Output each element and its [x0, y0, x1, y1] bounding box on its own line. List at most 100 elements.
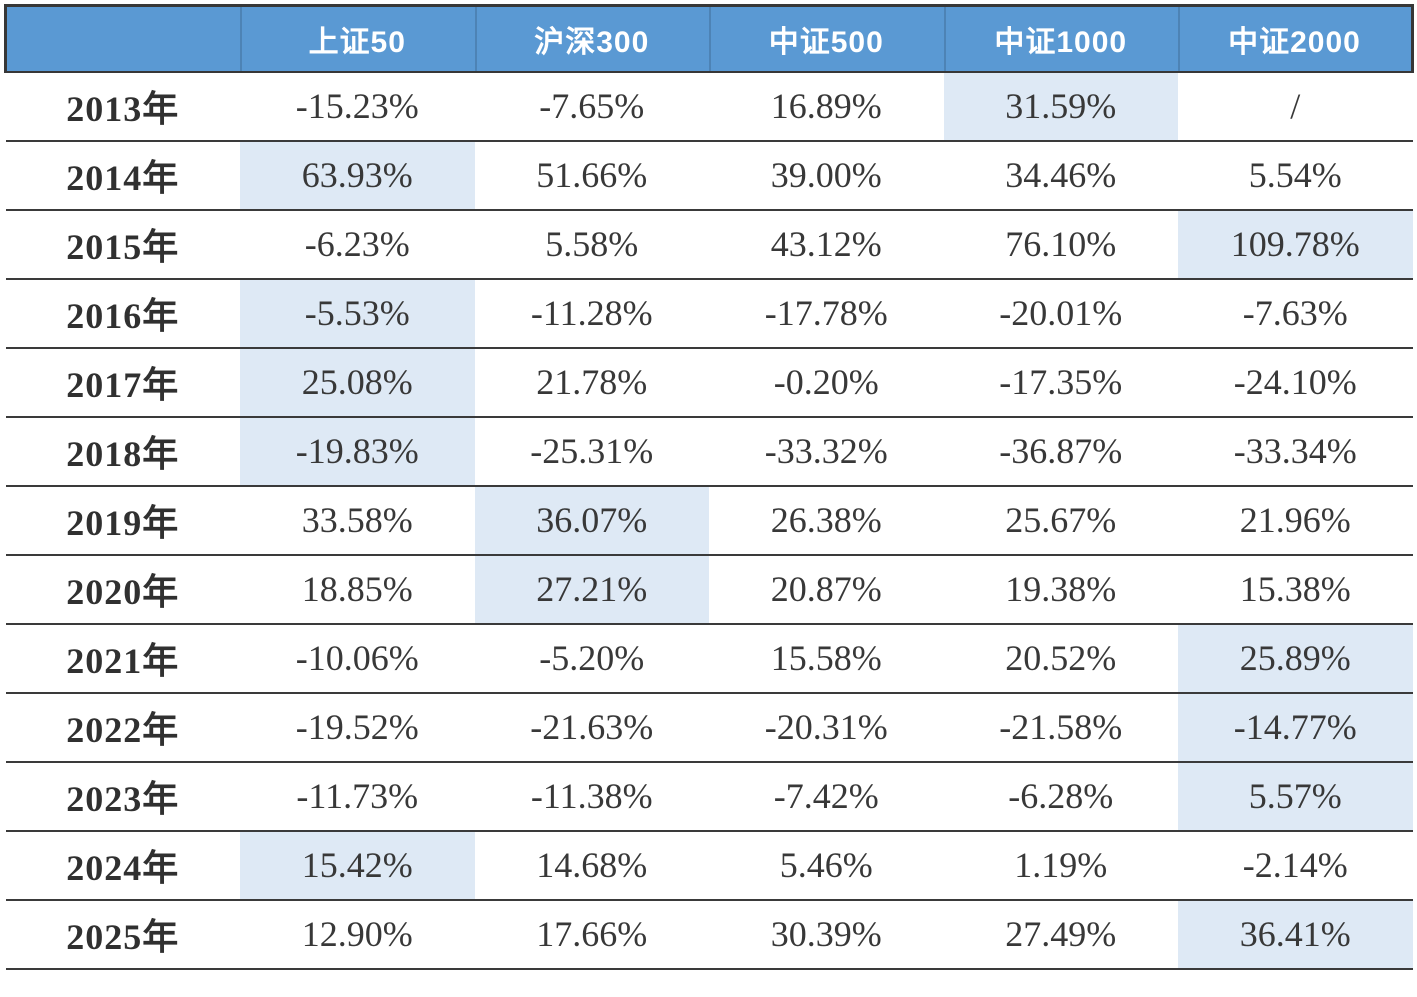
value-cell: -33.34%: [1178, 416, 1413, 487]
value-cell: 25.67%: [943, 485, 1178, 556]
value-cell: 43.12%: [709, 209, 944, 280]
value-cell: /: [1178, 71, 1413, 142]
value-cell: -2.14%: [1178, 830, 1413, 901]
value-cell: 36.07%: [474, 485, 709, 556]
value-cell: 34.46%: [943, 140, 1178, 211]
value-cell: -0.20%: [709, 347, 944, 418]
value-cell: -15.23%: [240, 71, 475, 142]
value-cell: 63.93%: [240, 140, 475, 211]
header-cell-3: 中证1000: [943, 4, 1178, 73]
table-row-2021: 2021年 -10.06% -5.20% 15.58% 20.52% 25.89%: [5, 623, 1413, 694]
header-cell-0: 上证50: [240, 4, 475, 73]
value-cell: 5.46%: [709, 830, 944, 901]
table-row-2025: 2025年 12.90% 17.66% 30.39% 27.49% 36.41%: [5, 899, 1413, 970]
value-cell: -33.32%: [709, 416, 944, 487]
header-row: 上证50 沪深300 中证500 中证1000 中证2000: [4, 4, 1414, 73]
value-cell: -10.06%: [240, 623, 475, 694]
value-cell: -11.28%: [474, 278, 709, 349]
year-cell: 2025年: [5, 899, 240, 970]
value-cell: -17.78%: [709, 278, 944, 349]
corner-cell: [4, 4, 240, 73]
value-cell: 33.58%: [240, 485, 475, 556]
table-header: 上证50 沪深300 中证500 中证1000 中证2000: [4, 4, 1414, 73]
value-cell: -7.63%: [1178, 278, 1413, 349]
value-cell: 21.78%: [474, 347, 709, 418]
value-cell: -25.31%: [474, 416, 709, 487]
value-cell: 5.58%: [474, 209, 709, 280]
value-cell: 36.41%: [1178, 899, 1413, 970]
year-cell: 2016年: [5, 278, 240, 349]
value-cell: 26.38%: [709, 485, 944, 556]
value-cell: 18.85%: [240, 554, 475, 625]
value-cell: 27.21%: [474, 554, 709, 625]
value-cell: -11.73%: [240, 761, 475, 832]
index-annual-returns-table-wrap: 上证50 沪深300 中证500 中证1000 中证2000 2013年 -15.23% -…: [4, 4, 1414, 970]
year-cell: 2023年: [5, 761, 240, 832]
value-cell: -6.23%: [240, 209, 475, 280]
value-cell: -7.65%: [474, 71, 709, 142]
year-cell: 2020年: [5, 554, 240, 625]
year-cell: 2018年: [5, 416, 240, 487]
header-cell-1: 沪深300: [474, 4, 709, 73]
value-cell: -6.28%: [943, 761, 1178, 832]
value-cell: 17.66%: [474, 899, 709, 970]
value-cell: -20.31%: [709, 692, 944, 763]
value-cell: 5.57%: [1178, 761, 1413, 832]
header-cell-4: 中证2000: [1178, 4, 1414, 73]
value-cell: -21.58%: [943, 692, 1178, 763]
table-row-2017: 2017年 25.08% 21.78% -0.20% -17.35% -24.10%: [5, 347, 1413, 418]
value-cell: 20.52%: [943, 623, 1178, 694]
value-cell: -20.01%: [943, 278, 1178, 349]
value-cell: 15.38%: [1178, 554, 1413, 625]
value-cell: 20.87%: [709, 554, 944, 625]
year-cell: 2017年: [5, 347, 240, 418]
value-cell: 25.89%: [1178, 623, 1413, 694]
value-cell: 16.89%: [709, 71, 944, 142]
table-row-2023: 2023年 -11.73% -11.38% -7.42% -6.28% 5.57%: [5, 761, 1413, 832]
index-annual-returns-table: 上证50 沪深300 中证500 中证1000 中证2000 2013年 -15.23% -…: [4, 4, 1414, 970]
value-cell: -5.20%: [474, 623, 709, 694]
value-cell: -11.38%: [474, 761, 709, 832]
value-cell: 15.42%: [240, 830, 475, 901]
value-cell: -17.35%: [943, 347, 1178, 418]
year-cell: 2024年: [5, 830, 240, 901]
table-row-2016: 2016年 -5.53% -11.28% -17.78% -20.01% -7.63%: [5, 278, 1413, 349]
value-cell: 25.08%: [240, 347, 475, 418]
table-row-2014: 2014年 63.93% 51.66% 39.00% 34.46% 5.54%: [5, 140, 1413, 211]
value-cell: 39.00%: [709, 140, 944, 211]
value-cell: -19.83%: [240, 416, 475, 487]
value-cell: 31.59%: [943, 71, 1178, 142]
year-cell: 2021年: [5, 623, 240, 694]
value-cell: 30.39%: [709, 899, 944, 970]
value-cell: -21.63%: [474, 692, 709, 763]
table-row-2022: 2022年 -19.52% -21.63% -20.31% -21.58% -14.77%: [5, 692, 1413, 763]
value-cell: 19.38%: [943, 554, 1178, 625]
table-row-2013: 2013年 -15.23% -7.65% 16.89% 31.59% /: [5, 71, 1413, 142]
table-row-2018: 2018年 -19.83% -25.31% -33.32% -36.87% -33.34%: [5, 416, 1413, 487]
table-row-2024: 2024年 15.42% 14.68% 5.46% 1.19% -2.14%: [5, 830, 1413, 901]
value-cell: 12.90%: [240, 899, 475, 970]
value-cell: -14.77%: [1178, 692, 1413, 763]
year-cell: 2015年: [5, 209, 240, 280]
value-cell: 21.96%: [1178, 485, 1413, 556]
value-cell: 5.54%: [1178, 140, 1413, 211]
value-cell: 109.78%: [1178, 209, 1413, 280]
table-row-2019: 2019年 33.58% 36.07% 26.38% 25.67% 21.96%: [5, 485, 1413, 556]
year-cell: 2019年: [5, 485, 240, 556]
table-body: 2013年 -15.23% -7.65% 16.89% 31.59%/2014年 63.9…: [5, 71, 1413, 970]
value-cell: 1.19%: [943, 830, 1178, 901]
value-cell: -24.10%: [1178, 347, 1413, 418]
value-cell: -5.53%: [240, 278, 475, 349]
value-cell: 15.58%: [709, 623, 944, 694]
value-cell: -36.87%: [943, 416, 1178, 487]
value-cell: -7.42%: [709, 761, 944, 832]
value-cell: 51.66%: [474, 140, 709, 211]
value-cell: 76.10%: [943, 209, 1178, 280]
value-cell: -19.52%: [240, 692, 475, 763]
header-cell-2: 中证500: [709, 4, 944, 73]
table-row-2015: 2015年 -6.23% 5.58% 43.12% 76.10% 109.78%: [5, 209, 1413, 280]
year-cell: 2013年: [5, 71, 240, 142]
table-row-2020: 2020年 18.85% 27.21% 20.87% 19.38% 15.38%: [5, 554, 1413, 625]
year-cell: 2014年: [5, 140, 240, 211]
value-cell: 14.68%: [474, 830, 709, 901]
